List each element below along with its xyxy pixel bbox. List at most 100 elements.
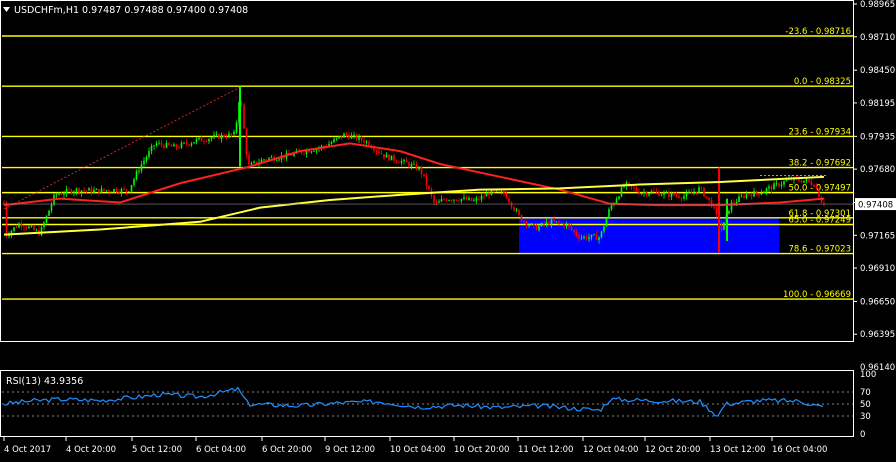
price-axis-label: 0.98450 bbox=[860, 66, 895, 76]
price-candle bbox=[595, 234, 598, 241]
price-candle bbox=[343, 133, 345, 138]
price-candle bbox=[375, 150, 378, 152]
price-candle bbox=[220, 134, 223, 139]
price-candle bbox=[380, 153, 383, 155]
price-axis-label: 0.98195 bbox=[860, 99, 895, 109]
price-candle bbox=[780, 184, 783, 187]
price-candle bbox=[415, 163, 418, 170]
price-candle bbox=[15, 227, 18, 229]
price-candle bbox=[823, 203, 825, 205]
price-candle bbox=[190, 143, 193, 146]
price-candle bbox=[200, 137, 203, 142]
price-candle bbox=[713, 207, 715, 208]
price-candle bbox=[480, 195, 483, 200]
price-candle bbox=[240, 102, 243, 105]
price-candle bbox=[248, 154, 250, 165]
price-candle bbox=[785, 179, 788, 182]
price-axis-label: 0.96910 bbox=[860, 264, 895, 274]
price-candle bbox=[688, 192, 690, 194]
price-candle bbox=[813, 185, 815, 187]
price-candle bbox=[575, 231, 578, 236]
price-candle bbox=[638, 191, 640, 195]
price-candle bbox=[663, 192, 665, 195]
price-candle bbox=[290, 154, 293, 156]
price-candle bbox=[63, 193, 65, 195]
price-candle bbox=[5, 202, 8, 237]
rsi-axis-label: 30 bbox=[860, 412, 871, 422]
price-candle bbox=[65, 189, 68, 194]
price-candle bbox=[728, 210, 730, 214]
price-candle bbox=[350, 135, 353, 139]
price-candle bbox=[680, 197, 683, 199]
price-candle bbox=[75, 188, 78, 192]
price-candle bbox=[715, 207, 718, 215]
current-price-box bbox=[855, 198, 896, 211]
price-candle bbox=[505, 193, 508, 199]
price-candle bbox=[363, 140, 365, 143]
price-candle bbox=[175, 144, 178, 148]
price-candle bbox=[125, 189, 128, 192]
price-candle bbox=[803, 180, 805, 183]
price-candle bbox=[678, 195, 680, 198]
price-candle bbox=[35, 229, 38, 231]
price-candle bbox=[153, 145, 155, 147]
symbol-dropdown-icon[interactable] bbox=[3, 7, 10, 12]
price-candle bbox=[395, 160, 398, 163]
price-candle bbox=[798, 178, 800, 181]
price-candle bbox=[723, 222, 725, 230]
price-candle bbox=[643, 192, 645, 194]
rsi-axis-label: 50 bbox=[860, 400, 871, 410]
price-candle bbox=[760, 193, 763, 195]
price-candle bbox=[98, 188, 100, 194]
price-axis-label: 0.98965 bbox=[860, 0, 895, 10]
price-candle bbox=[383, 154, 385, 158]
price-candle bbox=[243, 104, 245, 129]
price-candle bbox=[390, 155, 393, 161]
price-candle bbox=[588, 237, 590, 240]
fib-level-label: 65.0 - 0.97249 bbox=[788, 215, 851, 225]
price-candle bbox=[400, 161, 403, 164]
price-axis-label: 0.98710 bbox=[860, 33, 895, 43]
price-candle bbox=[650, 191, 653, 194]
price-candle bbox=[268, 157, 270, 160]
price-candle bbox=[443, 199, 445, 201]
price-candle bbox=[213, 134, 215, 138]
price-candle bbox=[328, 143, 330, 147]
price-candle bbox=[665, 192, 668, 193]
price-candle bbox=[648, 193, 650, 196]
price-candle bbox=[120, 188, 123, 193]
price-candle bbox=[573, 229, 575, 232]
price-candle bbox=[145, 157, 148, 161]
price-candle bbox=[695, 191, 698, 193]
price-candle bbox=[353, 134, 355, 136]
price-candle bbox=[570, 226, 573, 230]
fib-level-label: -23.6 - 0.98716 bbox=[785, 27, 851, 37]
price-candle bbox=[590, 234, 593, 238]
price-candle bbox=[763, 191, 765, 194]
price-candle bbox=[315, 148, 318, 152]
price-candle bbox=[733, 202, 735, 204]
price-candle bbox=[208, 139, 210, 142]
fib-zone-rect bbox=[519, 217, 779, 254]
price-candle bbox=[408, 162, 410, 167]
price-candle bbox=[730, 202, 733, 211]
price-candle bbox=[808, 179, 810, 182]
price-candle bbox=[348, 134, 350, 139]
price-candle bbox=[428, 185, 430, 190]
price-candle bbox=[453, 199, 455, 201]
price-candle bbox=[8, 234, 10, 237]
price-candle bbox=[43, 222, 45, 228]
fib-level-label: 38.2 - 0.97692 bbox=[788, 159, 851, 169]
price-candle bbox=[108, 190, 110, 192]
price-axis-label: 0.97680 bbox=[860, 165, 895, 175]
rsi-axis-label: 70 bbox=[860, 388, 871, 398]
price-candle bbox=[503, 191, 505, 194]
time-axis-label: 10 Oct 04:00 bbox=[390, 445, 445, 455]
price-candle bbox=[115, 189, 118, 193]
price-candle bbox=[170, 145, 173, 147]
price-candle bbox=[755, 190, 758, 194]
price-candle bbox=[18, 223, 20, 228]
price-candle bbox=[388, 154, 390, 161]
